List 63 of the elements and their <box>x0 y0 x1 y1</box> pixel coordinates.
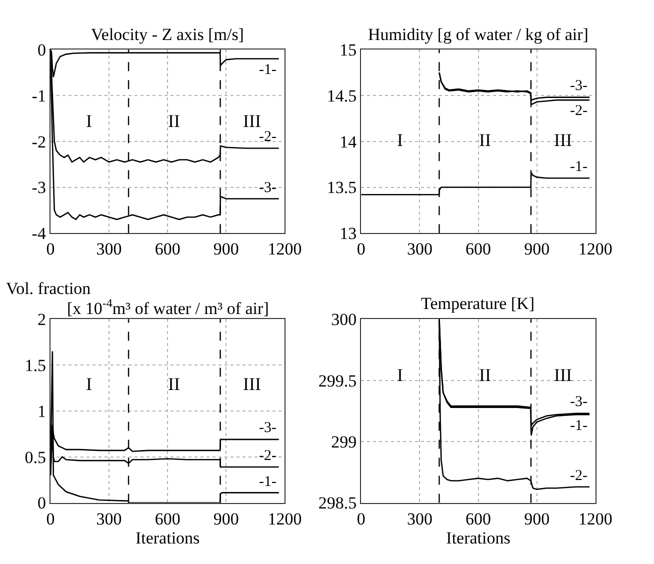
y-tick-label: 1.5 <box>24 356 46 376</box>
series-label: -3- <box>570 394 588 410</box>
annotation: I <box>86 111 92 131</box>
x-axis-title: Iterations <box>135 528 200 548</box>
x-tick-label: 600 <box>154 509 180 528</box>
y-tick-label: 15 <box>340 40 357 60</box>
x-tick-label: 1200 <box>268 240 302 259</box>
annotation: III <box>243 111 261 131</box>
x-tick-label: 600 <box>154 240 180 259</box>
series-label: -1- <box>259 474 276 490</box>
x-tick-label: 1200 <box>578 240 612 259</box>
y-tick-label: 300 <box>331 310 357 330</box>
chart-title: Temperature [K] <box>421 294 534 313</box>
y-tick-label: 14.5 <box>326 86 357 106</box>
x-tick-label: 600 <box>466 509 492 528</box>
y-tick-label: 1 <box>37 402 46 421</box>
series-label: -1- <box>259 62 276 78</box>
series-label: -1- <box>570 159 588 175</box>
annotation: II <box>168 111 180 131</box>
x-axis-title: Iterations <box>446 528 510 548</box>
x-tick-label: 300 <box>406 240 432 259</box>
x-tick-label: 1200 <box>268 509 302 528</box>
y-tick-label: 13.5 <box>326 178 357 198</box>
series-label: -2- <box>259 129 276 145</box>
y-tick-label: 0 <box>37 494 46 513</box>
y-tick-label: 0 <box>37 40 46 60</box>
x-tick-label: 900 <box>213 240 239 259</box>
x-tick-label: 300 <box>406 509 432 528</box>
annotation: I <box>397 365 403 385</box>
y-tick-label: 299 <box>331 432 357 452</box>
y-tick-label: 298.5 <box>318 494 357 513</box>
series-label: -2- <box>259 448 276 464</box>
y-tick-label: 299.5 <box>318 371 357 390</box>
annotation: II <box>168 374 180 394</box>
series-label: -2- <box>570 103 588 119</box>
x-tick-label: 1200 <box>578 509 612 528</box>
x-tick-label: 600 <box>466 240 492 259</box>
chart-title: Humidity [g of water / kg of air] <box>368 25 588 44</box>
chart-title: Velocity - Z axis [m/s] <box>91 25 244 44</box>
annotation: I <box>397 130 403 150</box>
y-tick-label: -2 <box>32 132 46 152</box>
annotation: III <box>243 374 261 394</box>
series-label: -1- <box>570 418 588 434</box>
series-label: -3- <box>259 180 276 196</box>
x-tick-label: 900 <box>524 240 550 259</box>
annotation: III <box>554 130 572 150</box>
y-tick-label: -3 <box>32 178 46 198</box>
annotation: II <box>479 130 491 150</box>
y-tick-label: 14 <box>340 132 358 152</box>
y-tick-label: -4 <box>32 224 46 244</box>
series-label: -3- <box>259 420 276 436</box>
annotation: III <box>554 365 572 385</box>
y-tick-label: 13 <box>340 224 357 244</box>
y-tick-label: 0.5 <box>24 448 46 467</box>
annotation: II <box>479 365 491 385</box>
series-label: -2- <box>570 468 588 484</box>
x-tick-label: 300 <box>96 240 122 259</box>
x-tick-label: 900 <box>213 509 239 528</box>
x-tick-label: 300 <box>96 509 122 528</box>
x-tick-label: 900 <box>524 509 550 528</box>
annotation: I <box>86 374 92 394</box>
series-label: -3- <box>570 78 588 94</box>
y-tick-label: -1 <box>32 86 46 106</box>
